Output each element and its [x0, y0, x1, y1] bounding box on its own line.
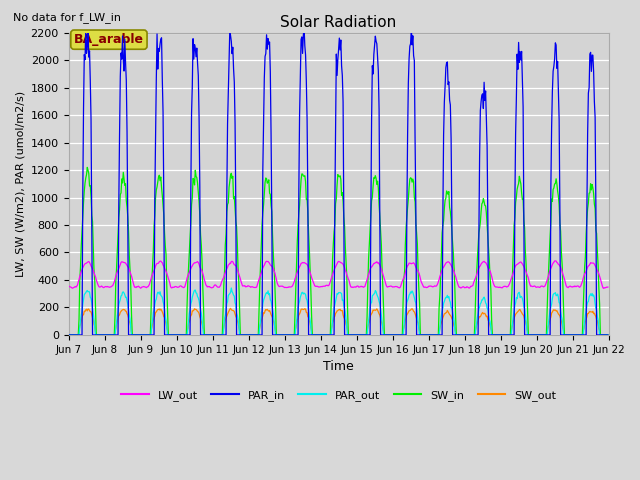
X-axis label: Time: Time [323, 360, 354, 373]
Title: Solar Radiation: Solar Radiation [280, 15, 397, 30]
Text: No data for f_LW_in: No data for f_LW_in [13, 12, 121, 23]
Y-axis label: LW, SW (W/m2), PAR (umol/m2/s): LW, SW (W/m2), PAR (umol/m2/s) [15, 91, 25, 277]
Text: BA_arable: BA_arable [74, 33, 144, 46]
Legend: LW_out, PAR_in, PAR_out, SW_in, SW_out: LW_out, PAR_in, PAR_out, SW_in, SW_out [116, 385, 561, 405]
